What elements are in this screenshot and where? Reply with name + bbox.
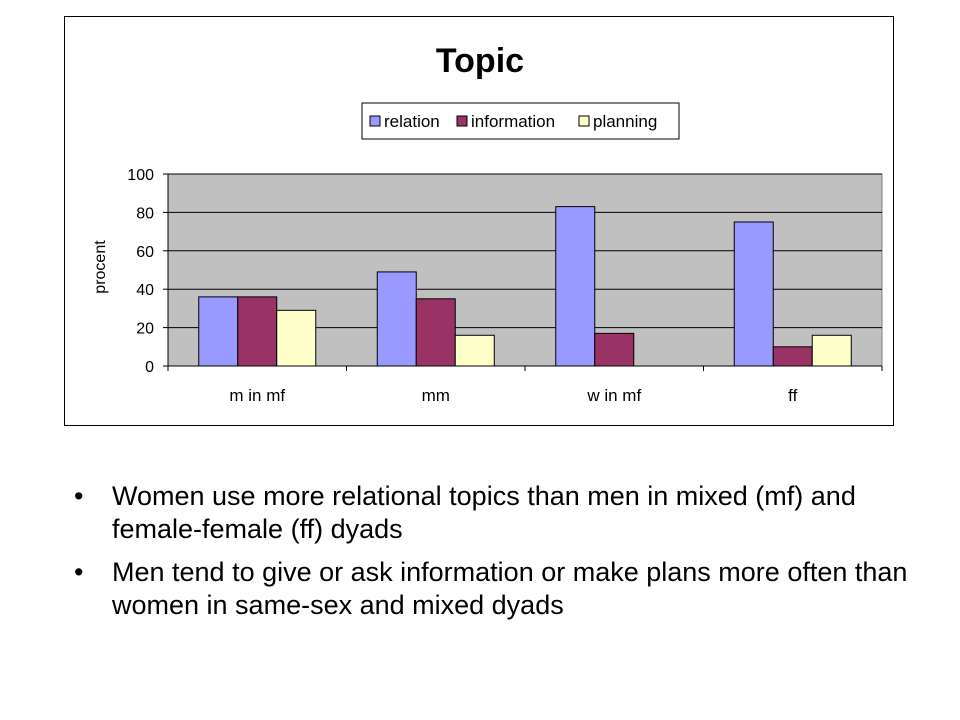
- bullet-list: • Women use more relational topics than …: [72, 480, 912, 632]
- bar-relation: [733, 221, 774, 367]
- legend-label-relation: relation: [384, 112, 440, 131]
- bar-relation: [198, 296, 239, 367]
- bar-information: [772, 346, 813, 367]
- bar-relation: [376, 271, 417, 367]
- y-tick-label: 80: [136, 205, 154, 222]
- legend-label-information: information: [471, 112, 555, 131]
- bar-planning: [811, 334, 852, 367]
- chart-legend: relation information planning: [361, 102, 680, 140]
- x-tick-label: mm: [422, 386, 450, 405]
- legend-swatch-relation: [369, 115, 381, 127]
- chart-title: Topic: [436, 42, 524, 80]
- bullet-marker: •: [74, 481, 84, 511]
- axes: 0 20 40 60 80 100 m in mf mm w in mf ff: [127, 167, 883, 405]
- bullet-marker: •: [74, 557, 84, 587]
- y-tick-label: 20: [136, 321, 154, 338]
- legend-swatch-information: [456, 115, 468, 127]
- y-tick-label: 100: [127, 167, 154, 184]
- bar-information: [594, 332, 635, 367]
- x-tick-label: ff: [788, 386, 797, 405]
- bar-planning: [276, 309, 317, 367]
- x-tick-label: w in mf: [586, 386, 641, 405]
- bullet-item: • Women use more relational topics than …: [72, 480, 912, 546]
- bullet-item: • Men tend to give or ask information or…: [72, 556, 912, 622]
- legend-box: [361, 102, 680, 140]
- chart-frame: Topic relation information planning 0 20 40 6…: [64, 16, 894, 426]
- y-axis-label: procent: [92, 240, 109, 294]
- topic-bar-chart: Topic relation information planning 0 20 40 6…: [92, 42, 883, 405]
- bar-information: [237, 296, 278, 367]
- legend-label-planning: planning: [593, 112, 657, 131]
- bar-planning: [454, 334, 495, 367]
- y-tick-label: 0: [145, 359, 154, 376]
- x-tick-label: m in mf: [229, 386, 285, 405]
- bullet-text: Women use more relational topics than me…: [112, 481, 856, 544]
- legend-swatch-planning: [578, 115, 590, 127]
- bars: [198, 206, 852, 367]
- bar-relation: [555, 206, 596, 367]
- y-tick-label: 40: [136, 282, 154, 299]
- bullet-text: Men tend to give or ask information or m…: [112, 557, 908, 620]
- bar-information: [415, 298, 456, 367]
- y-tick-label: 60: [136, 244, 154, 261]
